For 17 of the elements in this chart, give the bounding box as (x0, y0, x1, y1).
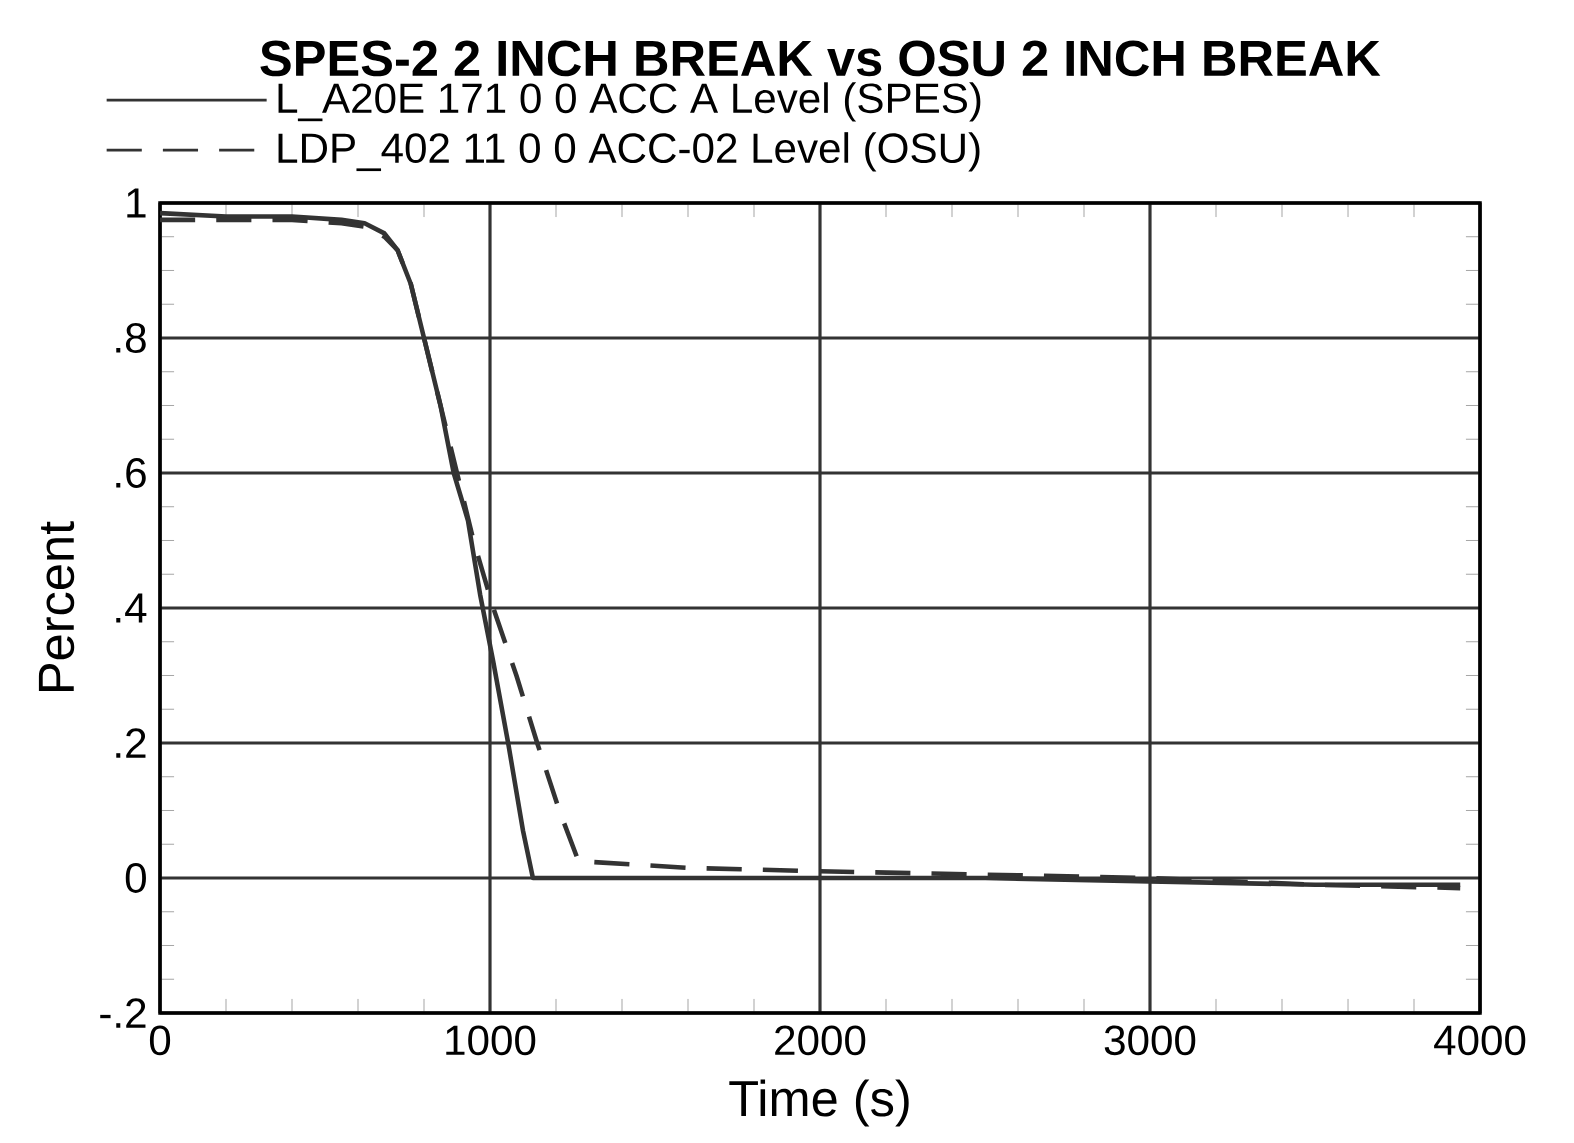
y-tick-label: .4 (116, 593, 147, 623)
x-tick-label: 0 (149, 1025, 171, 1056)
y-tick-label: 1 (127, 188, 146, 218)
y-axis-title: Percent (38, 521, 75, 692)
y-tick-label: .8 (116, 323, 146, 353)
legend-label: LDP_402 11 0 0 ACC-02 Level (OSU) (278, 132, 980, 172)
legend-label: L_A20E 171 0 0 ACC A Level (SPES) (278, 82, 981, 122)
chart-title: SPES-2 2 INCH BREAK vs OSU 2 INCH BREAK (260, 40, 1381, 77)
y-tick-label: -.2 (100, 998, 146, 1028)
x-tick-label: 1000 (446, 1025, 536, 1056)
y-tick-label: 0 (125, 863, 146, 893)
x-tick-label: 2000 (775, 1025, 866, 1056)
x-tick-label: 4000 (1434, 1025, 1526, 1056)
x-axis-title: Time (s) (729, 1079, 909, 1127)
y-tick-label: .6 (116, 458, 146, 488)
x-tick-label: 3000 (1104, 1025, 1196, 1056)
y-tick-label: .2 (116, 728, 146, 758)
